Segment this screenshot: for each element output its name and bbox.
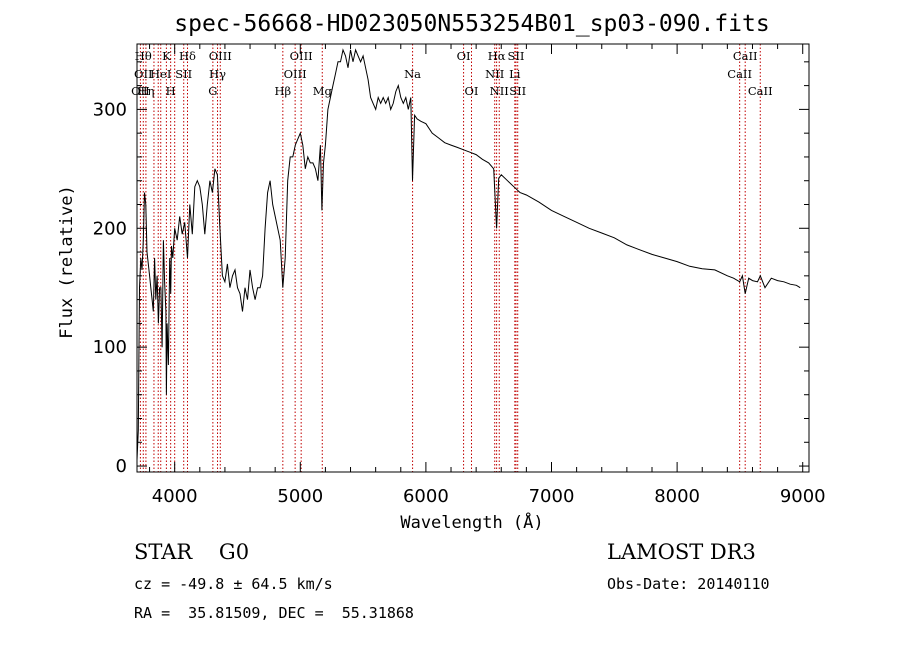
line-label: OI bbox=[457, 49, 471, 63]
line-label: NII bbox=[485, 67, 504, 81]
spectral-line-markers bbox=[139, 44, 761, 472]
y-tick-label: 0 bbox=[116, 456, 127, 477]
survey-name: LAMOST DR3 bbox=[607, 540, 756, 564]
x-tick-label: 8000 bbox=[654, 486, 700, 507]
line-label: Mg bbox=[313, 84, 333, 98]
line-label: NII bbox=[490, 84, 509, 98]
line-label: OIII bbox=[290, 49, 313, 63]
line-label: Hδ bbox=[179, 49, 196, 63]
line-label: HeI bbox=[150, 67, 171, 81]
chart-title: spec-56668-HD023050N553254B01_sp03-090.f… bbox=[174, 11, 769, 37]
x-axis: 4000 5000 6000 7000 8000 9000 bbox=[149, 44, 826, 507]
spectrum-series-line bbox=[136, 48, 801, 461]
line-label: Hη bbox=[137, 84, 154, 98]
coordinates: RA = 35.81509, DEC = 55.31868 bbox=[134, 604, 414, 622]
line-label: H bbox=[166, 84, 176, 98]
line-label: OII bbox=[131, 84, 150, 98]
x-tick-label: 5000 bbox=[277, 486, 323, 507]
x-tick-label: 7000 bbox=[529, 486, 575, 507]
line-label: Hβ bbox=[274, 84, 291, 98]
line-label: Li bbox=[509, 67, 521, 81]
line-label: Hθ bbox=[135, 49, 152, 63]
y-tick-label: 300 bbox=[93, 99, 127, 120]
line-label: SII bbox=[509, 84, 526, 98]
line-label: Hγ bbox=[209, 67, 226, 81]
line-label: CaII bbox=[733, 49, 758, 63]
redshift-velocity: cz = -49.8 ± 64.5 km/s bbox=[134, 575, 333, 593]
line-label: SII bbox=[175, 67, 192, 81]
y-tick-label: 100 bbox=[93, 337, 127, 358]
observation-date: Obs-Date: 20140110 bbox=[607, 575, 770, 593]
line-label: OIII bbox=[209, 49, 232, 63]
line-label: OI bbox=[465, 84, 479, 98]
x-tick-label: 6000 bbox=[403, 486, 449, 507]
line-label: K bbox=[162, 49, 171, 63]
line-label: G bbox=[208, 84, 217, 98]
spectral-line-labels: OIIHθOIIHηHeIKHSIIHδGHγOIIIHβOIIIOIIIMgN… bbox=[131, 49, 773, 98]
line-label: OII bbox=[134, 67, 153, 81]
line-label: OIII bbox=[284, 67, 307, 81]
line-label: CaII bbox=[748, 84, 773, 98]
line-label: CaII bbox=[727, 67, 752, 81]
line-label: SII bbox=[507, 49, 524, 63]
y-axis-label: Flux (relative) bbox=[57, 185, 77, 339]
x-axis-label: Wavelength (Å) bbox=[400, 511, 543, 533]
x-tick-label: 4000 bbox=[152, 486, 198, 507]
y-axis: 0 100 200 300 bbox=[93, 61, 809, 477]
y-tick-label: 200 bbox=[93, 218, 127, 239]
line-label: Na bbox=[404, 67, 421, 81]
spectral-class: STAR G0 bbox=[134, 540, 250, 564]
plot-frame bbox=[136, 43, 810, 473]
line-label: Hα bbox=[488, 49, 506, 63]
x-tick-label: 9000 bbox=[780, 486, 826, 507]
